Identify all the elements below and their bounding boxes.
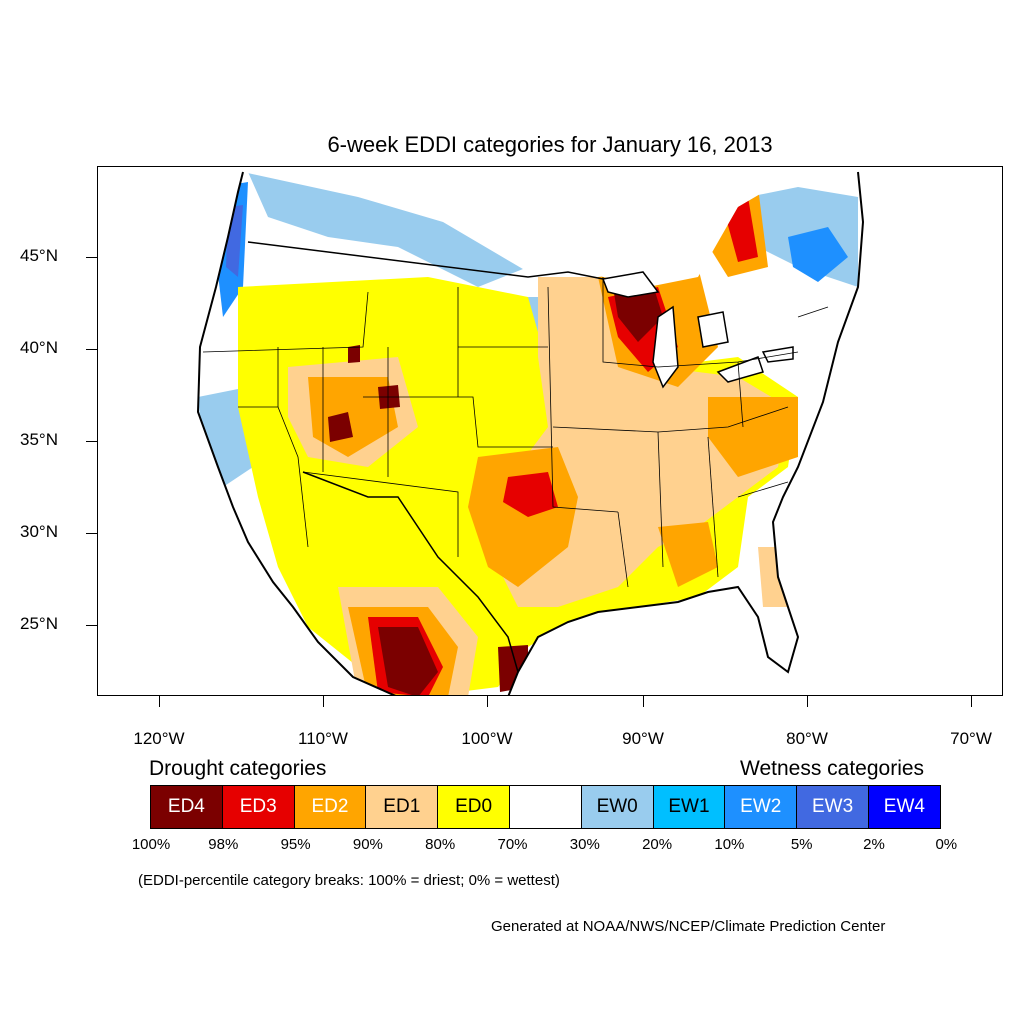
legend-break-label: 5% <box>790 836 813 853</box>
legend-break-label: 70% <box>497 836 528 853</box>
lon-tick-110 <box>323 696 324 707</box>
lat-tick-45 <box>86 257 97 258</box>
lat-label-35: 35°N <box>20 430 58 449</box>
lon-tick-100 <box>487 696 488 707</box>
legend-cell-ew2: EW2 <box>724 785 798 829</box>
legend-break-label: 10% <box>714 836 745 853</box>
lat-tick-30 <box>86 533 97 534</box>
lon-label-110: 110°W <box>298 729 348 748</box>
lon-tick-80 <box>807 696 808 707</box>
lat-tick-40 <box>86 349 97 350</box>
category-note: (EDDI-percentile category breaks: 100% =… <box>138 872 560 889</box>
legend-cell-ew4: EW4 <box>867 785 941 829</box>
lat-label-25: 25°N <box>20 614 58 633</box>
drought-heading: Drought categories <box>149 757 327 780</box>
lat-tick-35 <box>86 441 97 442</box>
legend-cell-ed2: ED2 <box>293 785 367 829</box>
coastline <box>196 171 865 695</box>
lon-tick-120 <box>159 696 160 707</box>
legend-break-label: 100% <box>131 836 171 853</box>
lat-label-45: 45°N <box>20 246 58 265</box>
legend-break-label: 2% <box>863 836 885 853</box>
lon-tick-90 <box>643 696 644 707</box>
legend-cell-ew0: EW0 <box>580 785 654 829</box>
legend-break-label: 98% <box>208 836 239 853</box>
lat-tick-25 <box>86 625 97 626</box>
legend-break-label: 80% <box>425 836 456 853</box>
legend-break-label: 90% <box>352 836 383 853</box>
lat-label-40: 40°N <box>20 338 58 357</box>
eddi-map <box>196 171 865 695</box>
wetness-heading: Wetness categories <box>740 757 925 780</box>
international-border <box>247 241 604 673</box>
legend-cell-ed4: ED4 <box>150 785 223 829</box>
legend-colorbar: ED4 ED3 ED2 ED1 ED0 EW0 EW1 EW2 EW3 EW4 <box>150 785 941 829</box>
lon-label-120: 120°W <box>133 729 185 748</box>
legend-break-label: 95% <box>280 836 311 853</box>
legend-break-label: 0% <box>935 836 958 853</box>
legend-cell-ed1: ED1 <box>365 785 439 829</box>
lon-label-100: 100°W <box>461 729 513 748</box>
map-title: 6-week EDDI categories for January 16, 2… <box>327 132 773 157</box>
map-panel <box>97 166 1003 696</box>
legend-cell-neutral <box>508 785 582 829</box>
lon-label-90: 90°W <box>622 729 664 748</box>
legend-break-label: 30% <box>569 836 600 853</box>
legend-break-label: 20% <box>642 836 673 853</box>
lon-label-80: 80°W <box>786 729 828 748</box>
lon-label-70: 70°W <box>950 729 992 748</box>
legend-cell-ed3: ED3 <box>221 785 295 829</box>
legend-cell-ed0: ED0 <box>437 785 510 829</box>
lon-tick-70 <box>971 696 972 707</box>
lat-label-30: 30°N <box>20 522 58 541</box>
legend-cell-ew1: EW1 <box>652 785 726 829</box>
great-lakes <box>601 271 794 389</box>
legend-cell-ew3: EW3 <box>796 785 869 829</box>
credit-line: Generated at NOAA/NWS/NCEP/Climate Predi… <box>491 918 886 935</box>
